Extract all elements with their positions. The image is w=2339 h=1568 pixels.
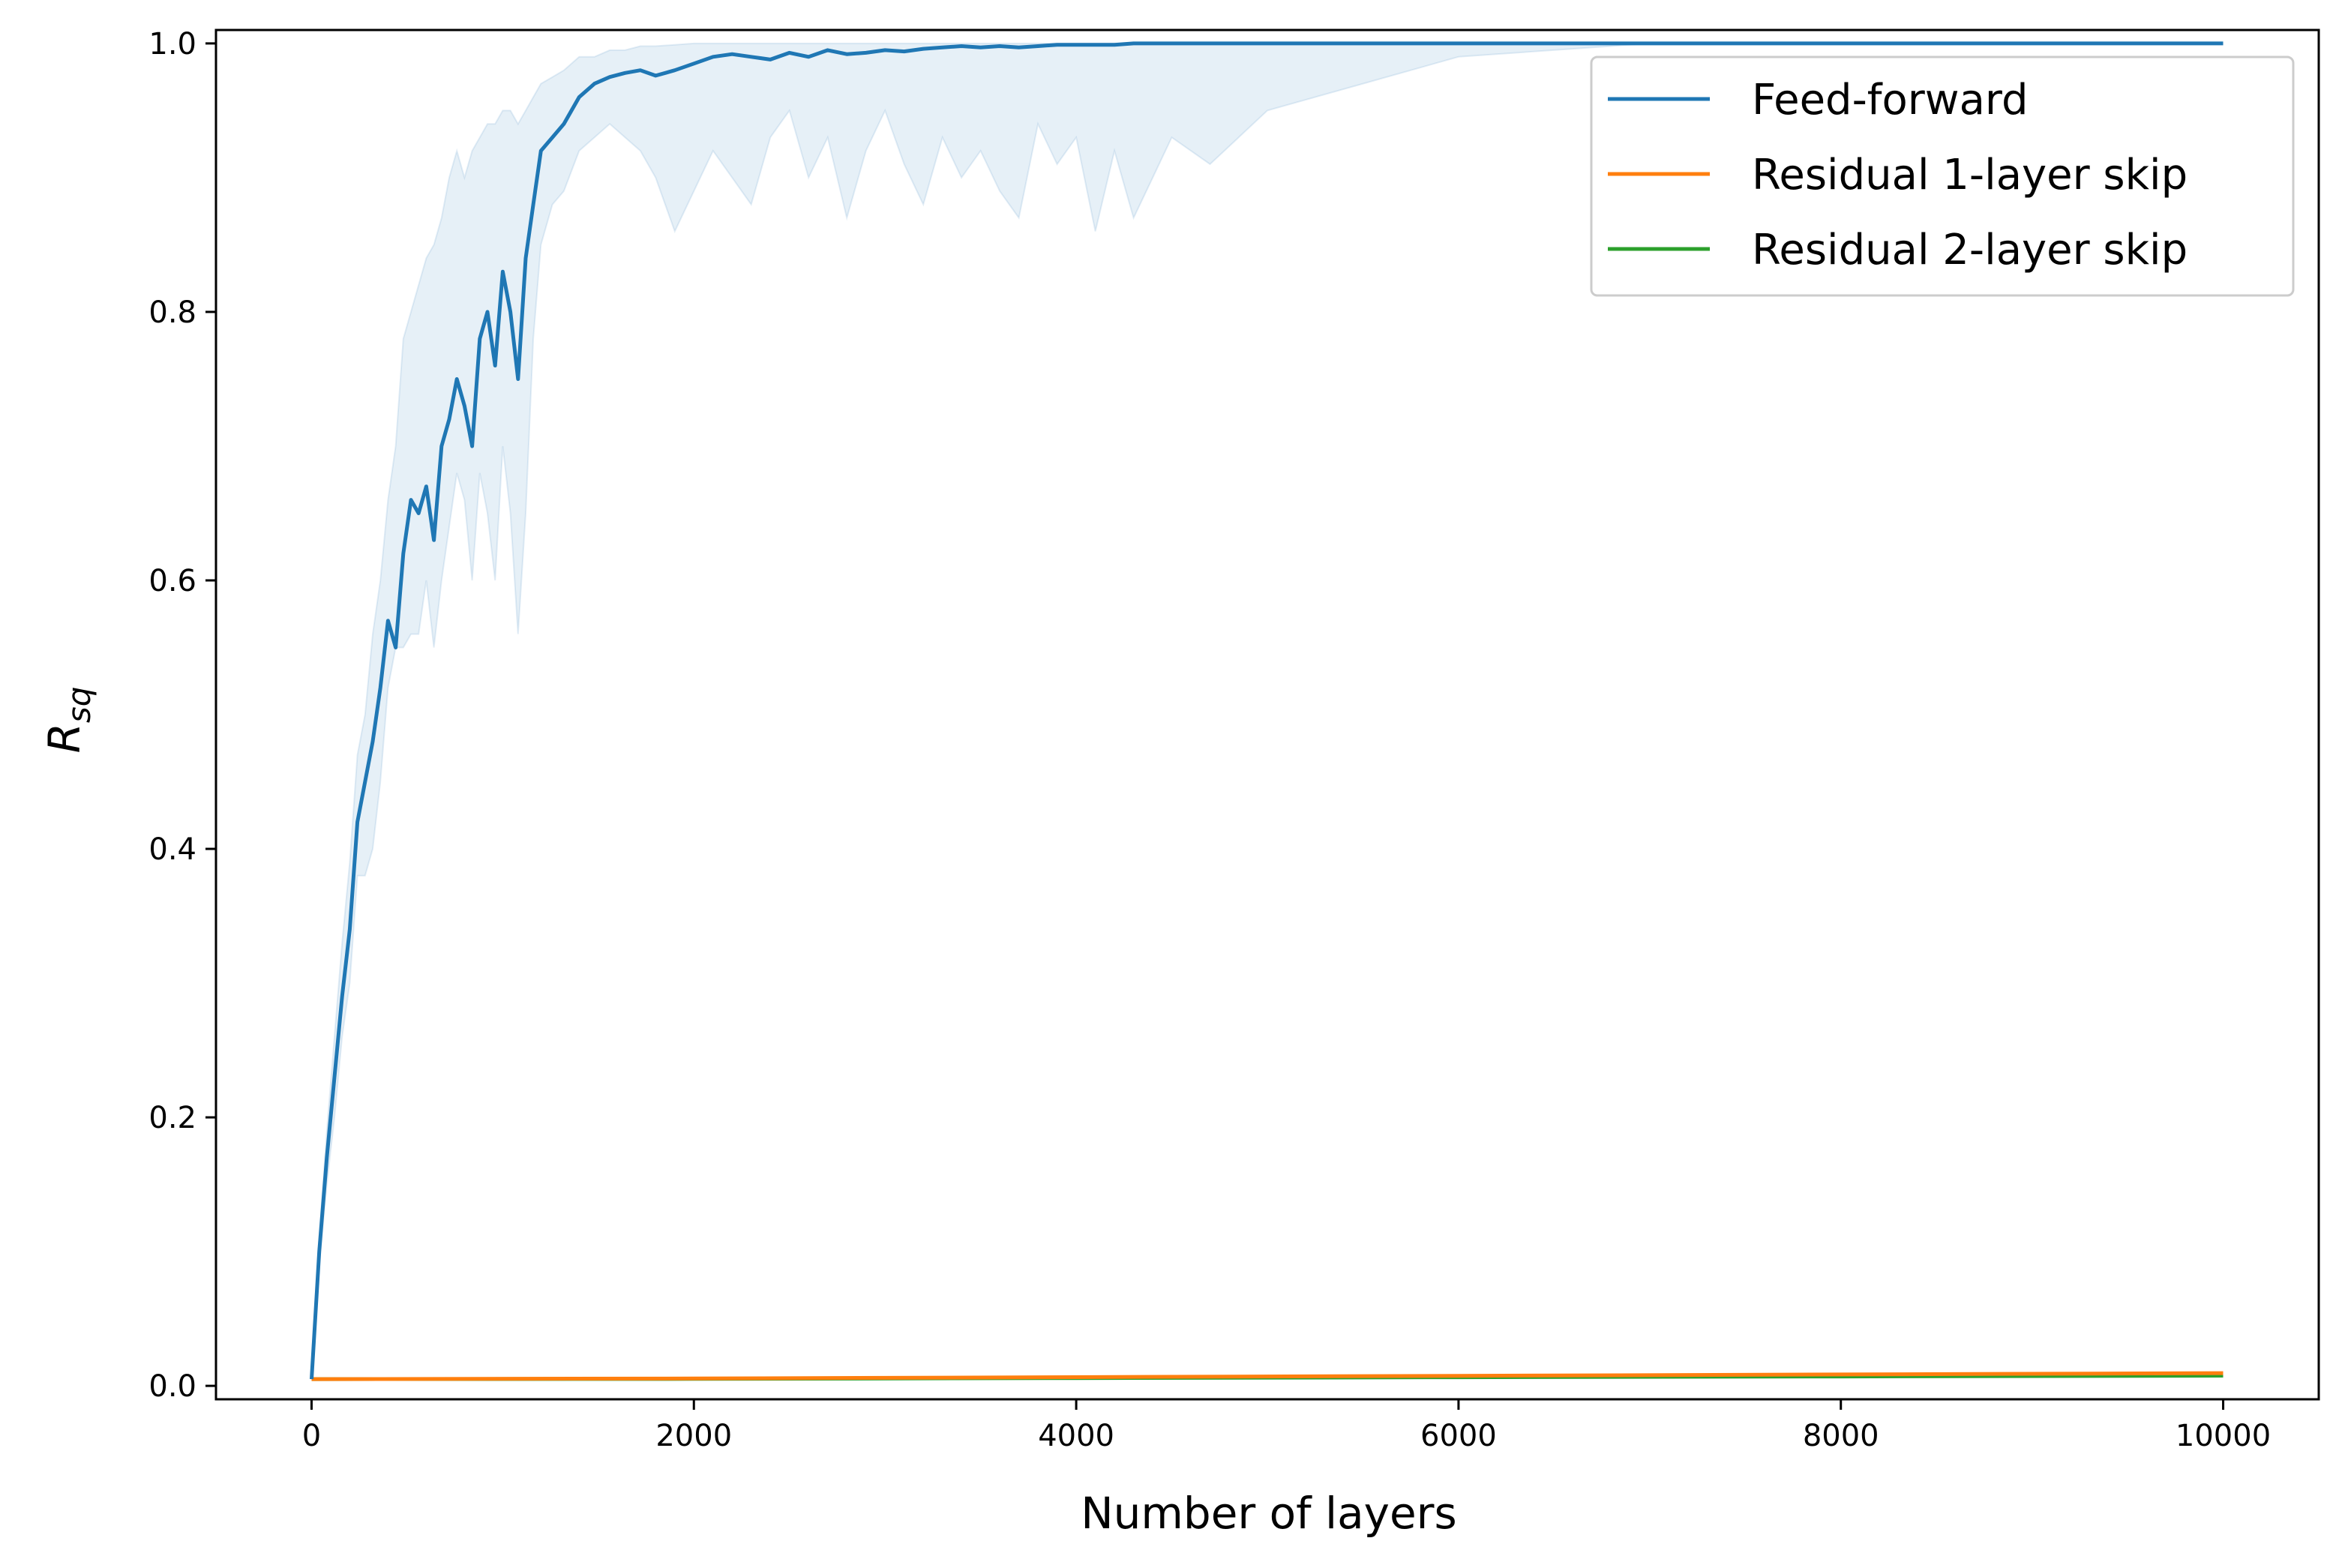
x-tick-label: 2000 <box>655 1419 732 1453</box>
x-tick-label: 4000 <box>1038 1419 1114 1453</box>
x-tick-label: 8000 <box>1803 1419 1879 1453</box>
y-tick-label: 0.6 <box>148 564 196 598</box>
legend-entry-label: Residual 1-layer skip <box>1752 151 2188 199</box>
y-axis: 0.0 0.2 0.4 0.6 0.8 1.0 <box>148 27 216 1404</box>
y-tick-label: 0.8 <box>148 295 196 330</box>
x-tick-label: 0 <box>302 1419 321 1453</box>
legend-box <box>1590 55 2295 297</box>
x-axis: 0 2000 4000 6000 8000 10000 <box>302 1399 2271 1453</box>
y-tick-label: 1.0 <box>148 27 196 61</box>
y-tick-label: 0.2 <box>148 1101 196 1135</box>
y-tick-label: 0.4 <box>148 832 196 867</box>
y-axis-label: Rsq <box>39 687 97 754</box>
confidence-band <box>310 42 2224 1380</box>
series-lines-layer <box>310 41 2224 1381</box>
legend: Feed-forward Residual 1-layer skip Residua… <box>1590 55 2295 297</box>
series-line <box>311 1371 2224 1381</box>
x-axis-label: Number of layers <box>1081 1488 1457 1539</box>
y-axis-label-main: R <box>39 723 90 753</box>
x-tick-label: 6000 <box>1420 1419 1497 1453</box>
confidence-band-layer <box>310 42 2224 1380</box>
y-tick-label: 0.0 <box>148 1369 196 1404</box>
plot-frame <box>214 28 2320 1401</box>
legend-entry-label: Feed-forward <box>1752 76 2029 124</box>
legend-entry-label: Residual 2-layer skip <box>1752 226 2188 274</box>
y-axis-label-subscript: sq <box>61 687 97 724</box>
series-line <box>310 41 2224 1380</box>
x-tick-label: 10000 <box>2176 1419 2271 1453</box>
